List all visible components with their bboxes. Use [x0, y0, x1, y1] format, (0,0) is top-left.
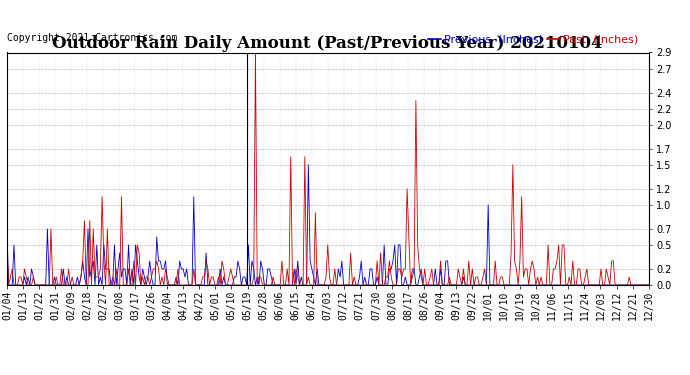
Previous  (Inches)	[251, 50, 259, 55]
Previous  (Inches)	[262, 283, 270, 287]
Past  (Inches)	[556, 283, 564, 287]
Past  (Inches)	[5, 283, 13, 287]
Previous  (Inches)	[644, 283, 653, 287]
Previous  (Inches)	[181, 283, 189, 287]
Past  (Inches)	[264, 267, 272, 271]
Title: Outdoor Rain Daily Amount (Past/Previous Year) 20210104: Outdoor Rain Daily Amount (Past/Previous…	[52, 35, 603, 52]
Previous  (Inches)	[140, 283, 148, 287]
Previous  (Inches)	[5, 283, 13, 287]
Past  (Inches)	[644, 283, 653, 287]
Legend: Previous  (Inches), Past  (Inches): Previous (Inches), Past (Inches)	[423, 30, 643, 49]
Previous  (Inches)	[556, 283, 564, 287]
Previous  (Inches)	[618, 283, 627, 287]
Past  (Inches)	[3, 226, 11, 231]
Text: Copyright 2021 Cartronics.com: Copyright 2021 Cartronics.com	[7, 33, 177, 43]
Past  (Inches)	[181, 275, 189, 279]
Past  (Inches)	[304, 162, 313, 167]
Past  (Inches)	[140, 275, 148, 279]
Previous  (Inches)	[3, 243, 11, 247]
Line: Past  (Inches): Past (Inches)	[7, 165, 649, 285]
Line: Previous  (Inches): Previous (Inches)	[7, 53, 649, 285]
Past  (Inches)	[618, 283, 627, 287]
Previous  (Inches)	[266, 283, 274, 287]
Past  (Inches)	[260, 283, 268, 287]
